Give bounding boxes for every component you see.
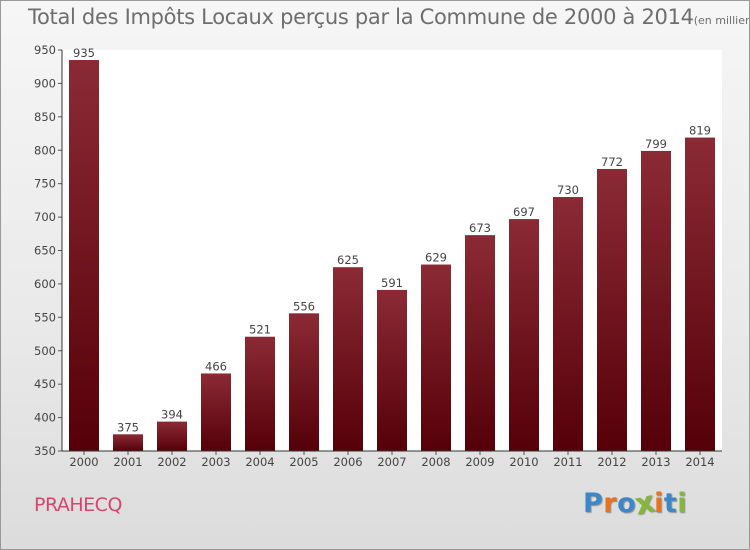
bar: [69, 60, 99, 452]
chart-title: Total des Impôts Locaux perçus par la Co…: [28, 5, 750, 29]
bar: [113, 434, 143, 451]
logo-letter: i: [654, 488, 664, 519]
x-tick-label: 2004: [245, 455, 274, 469]
x-tick-label: 2007: [377, 455, 406, 469]
logo-letter: i: [677, 488, 688, 519]
bar: [377, 289, 407, 451]
bar: [641, 150, 671, 451]
bar: [245, 336, 275, 451]
bar: [509, 219, 539, 451]
x-tick-label: 2002: [157, 455, 186, 469]
x-tick-label: 2008: [421, 455, 450, 469]
value-label: 625: [337, 253, 359, 267]
value-label: 466: [205, 359, 227, 373]
x-tick-label: 2009: [465, 455, 494, 469]
proxiti-logo: Proxiti: [583, 485, 688, 522]
value-label: 819: [689, 124, 711, 138]
value-label: 730: [557, 183, 579, 197]
logo-letter: t: [663, 488, 678, 519]
value-label: 799: [645, 137, 667, 151]
value-label: 591: [381, 276, 403, 290]
x-tick-label: 2005: [289, 455, 318, 469]
value-label: 556: [293, 299, 315, 313]
bar: [553, 197, 583, 451]
y-tick-label: 950: [34, 43, 56, 57]
bar: [157, 421, 187, 451]
x-tick-label: 2003: [201, 455, 230, 469]
chart-title-text: Total des Impôts Locaux perçus par la Co…: [28, 5, 694, 29]
value-label: 772: [601, 155, 623, 169]
y-tick-label: 600: [34, 277, 56, 291]
y-tick-label: 450: [34, 377, 56, 391]
bar: [201, 373, 231, 451]
bar: [289, 313, 319, 451]
commune-name: PRAHECQ: [34, 494, 122, 516]
bar: [333, 267, 363, 451]
logo-letter: o: [617, 488, 637, 519]
y-tick-label: 700: [34, 210, 56, 224]
x-tick-label: 2001: [113, 455, 142, 469]
y-tick-label: 800: [34, 143, 56, 157]
bar: [597, 168, 627, 452]
x-tick-label: 2014: [685, 455, 714, 469]
y-tick-label: 650: [34, 244, 56, 258]
y-tick-label: 400: [34, 411, 56, 425]
y-tick-label: 850: [34, 110, 56, 124]
y-tick-label: 350: [34, 444, 56, 458]
value-label: 697: [513, 205, 535, 219]
bar: [421, 264, 451, 451]
y-tick-label: 550: [34, 310, 56, 324]
value-label: 394: [161, 408, 183, 422]
bar: [685, 137, 715, 451]
x-tick-label: 2000: [69, 455, 98, 469]
x-tick-label: 2010: [509, 455, 538, 469]
x-tick-label: 2012: [597, 455, 626, 469]
x-tick-label: 2013: [641, 455, 670, 469]
y-tick-label: 500: [34, 344, 56, 358]
x-tick-label: 2006: [333, 455, 362, 469]
value-label: 521: [249, 323, 271, 337]
y-tick-label: 900: [34, 76, 56, 90]
logo-letter: r: [603, 488, 618, 519]
value-label: 673: [469, 221, 491, 235]
chart-title-unit: (en milliers d'€): [693, 14, 750, 27]
bar: [465, 235, 495, 451]
value-label: 375: [117, 420, 139, 434]
value-label: 935: [73, 46, 95, 60]
value-label: 629: [425, 251, 447, 265]
logo-letter: P: [583, 488, 604, 519]
x-tick-label: 2011: [553, 455, 582, 469]
y-tick-label: 750: [34, 177, 56, 191]
